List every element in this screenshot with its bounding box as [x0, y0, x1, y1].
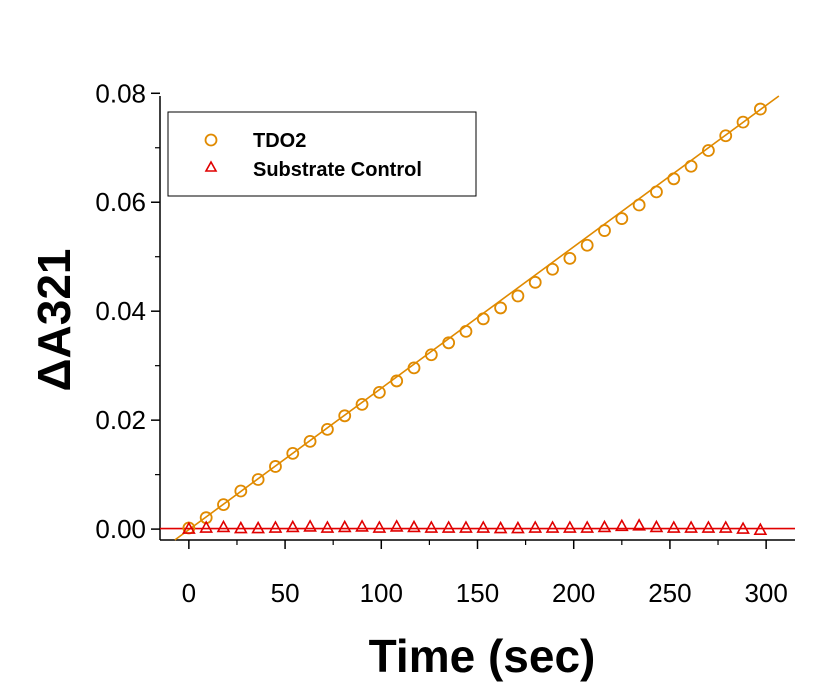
x-tick-label: 0	[182, 578, 196, 608]
data-point-tdo2	[753, 102, 767, 116]
legend-marker-tdo2	[204, 133, 218, 147]
data-point-substrate-control	[233, 520, 248, 534]
data-point-substrate-control	[511, 520, 525, 534]
legend-box	[167, 111, 477, 197]
data-point-tdo2	[234, 484, 248, 498]
data-point-substrate-control	[285, 519, 300, 533]
x-tick-label: 200	[552, 578, 595, 608]
data-point-substrate-control	[753, 522, 768, 535]
x-tick-label: 50	[271, 578, 300, 608]
data-point-substrate-control	[251, 520, 265, 534]
data-points	[182, 102, 768, 535]
data-point-tdo2	[372, 385, 386, 399]
y-tick-label: 0.06	[95, 187, 146, 217]
data-point-substrate-control	[216, 519, 231, 533]
data-point-tdo2	[736, 115, 750, 129]
data-point-tdo2	[390, 374, 404, 388]
x-tick-label: 150	[456, 578, 499, 608]
data-point-substrate-control	[701, 520, 716, 533]
data-point-substrate-control	[614, 518, 629, 532]
data-point-tdo2	[217, 498, 230, 511]
legend-marker-substrate-control	[204, 160, 218, 172]
data-point-tdo2	[355, 397, 369, 411]
data-point-tdo2	[632, 198, 646, 212]
data-point-tdo2	[459, 324, 473, 338]
data-point-substrate-control	[303, 519, 317, 532]
data-point-substrate-control	[597, 519, 612, 533]
data-point-tdo2	[407, 361, 421, 375]
data-point-substrate-control	[684, 520, 698, 533]
fit-line-tdo2	[174, 95, 780, 541]
legend-label-substrate-control: Substrate Control	[253, 159, 422, 181]
data-point-tdo2	[494, 301, 507, 315]
data-point-tdo2	[546, 262, 559, 276]
data-point-substrate-control	[718, 520, 733, 533]
data-point-substrate-control	[372, 520, 387, 533]
data-point-tdo2	[321, 423, 334, 436]
data-point-substrate-control	[389, 519, 404, 532]
data-point-substrate-control	[736, 521, 750, 534]
y-tick-label: 0.08	[95, 78, 146, 108]
x-tick-label: 250	[648, 578, 691, 608]
fit-lines	[160, 95, 795, 541]
x-axis-title: Time (sec)	[369, 630, 596, 682]
data-point-tdo2	[303, 434, 317, 448]
data-point-substrate-control	[320, 520, 335, 533]
data-point-tdo2	[702, 144, 715, 157]
data-point-substrate-control	[476, 520, 491, 533]
y-tick-label: 0.04	[95, 296, 146, 326]
data-point-tdo2	[528, 275, 542, 289]
data-point-substrate-control	[459, 520, 473, 533]
data-point-tdo2	[269, 460, 282, 473]
y-tick-label: 0.00	[95, 514, 146, 544]
data-point-tdo2	[251, 473, 265, 486]
data-point-substrate-control	[528, 520, 543, 533]
data-point-substrate-control	[355, 519, 369, 532]
data-point-tdo2	[684, 159, 698, 173]
data-point-tdo2	[286, 446, 300, 460]
y-tick-label: 0.02	[95, 405, 146, 435]
data-point-tdo2	[424, 348, 438, 362]
data-point-tdo2	[650, 185, 663, 199]
data-point-substrate-control	[268, 520, 283, 533]
data-point-substrate-control	[182, 521, 196, 534]
data-point-tdo2	[338, 409, 352, 423]
data-point-tdo2	[511, 289, 525, 303]
data-point-tdo2	[442, 336, 456, 350]
x-ticks: 0 50 100 150 200 250 300	[182, 540, 788, 608]
legend-label-tdo2: TDO2	[253, 130, 306, 152]
data-point-substrate-control	[666, 520, 681, 533]
data-point-tdo2	[615, 212, 629, 225]
data-point-substrate-control	[407, 519, 421, 533]
data-point-substrate-control	[580, 520, 595, 533]
data-point-tdo2	[476, 312, 490, 326]
data-point-tdo2	[580, 238, 594, 252]
data-point-tdo2	[719, 129, 733, 143]
data-point-substrate-control	[563, 520, 577, 533]
data-point-substrate-control	[493, 520, 508, 534]
data-point-substrate-control	[441, 520, 456, 533]
x-tick-label: 300	[744, 578, 787, 608]
y-axis-title: ΔA321	[28, 248, 80, 391]
data-point-tdo2	[598, 224, 611, 237]
y-ticks: 0.00 0.02 0.04 0.06 0.08	[95, 78, 160, 544]
data-point-substrate-control	[424, 520, 439, 533]
legend: TDO2 Substrate Control	[167, 111, 477, 197]
data-point-tdo2	[667, 172, 681, 186]
data-point-substrate-control	[649, 519, 664, 533]
data-point-substrate-control	[337, 519, 352, 533]
data-point-substrate-control	[199, 520, 214, 533]
x-tick-label: 100	[360, 578, 403, 608]
data-point-tdo2	[563, 251, 577, 265]
data-point-substrate-control	[632, 518, 646, 531]
data-point-substrate-control	[545, 520, 560, 533]
